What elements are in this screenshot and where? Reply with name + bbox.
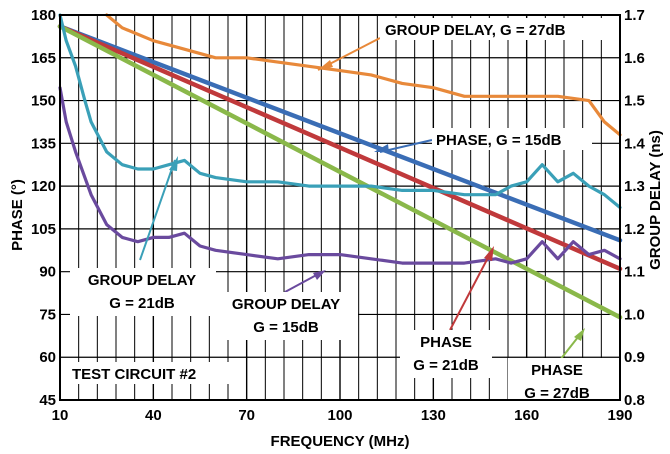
y-left-tick-label: 135 <box>31 135 56 152</box>
label-bg-phase15 <box>432 128 592 150</box>
arrow-gd15 <box>313 270 326 280</box>
tick-labels: 10 40 70 100 130 160 190 45 60 75 90 105 120 135 150 16… <box>31 7 646 424</box>
y-right-tick-label: 1.2 <box>624 221 645 238</box>
leader-phase21 <box>449 249 493 331</box>
y-left-tick-label: 105 <box>31 221 56 238</box>
series-phase-21db <box>57 24 623 272</box>
y-left-tick-label: 120 <box>31 178 56 195</box>
series-phase-15db <box>57 24 623 243</box>
arrow-phase27 <box>574 328 585 341</box>
y-right-tick-label: 1.7 <box>624 7 645 24</box>
annotation-labels: GROUP DELAY, G = 27dB PHASE, G = 15dB GR… <box>66 18 616 406</box>
label-bg-gd21 <box>70 268 216 316</box>
label-bg-phase21 <box>400 330 492 378</box>
y-right-tick-label: 1.6 <box>624 50 645 67</box>
y-axis-left-title: PHASE (°) <box>9 179 26 251</box>
arrow-phase21 <box>484 246 494 261</box>
label-gd15-line2: G = 15dB <box>253 319 319 336</box>
plot-frame <box>59 14 621 401</box>
label-gd27: GROUP DELAY, G = 27dB <box>385 22 566 39</box>
label-phase27-line1: PHASE <box>531 362 583 379</box>
label-test-circuit: TEST CIRCUIT #2 <box>72 366 196 383</box>
series-group-delay-21db <box>58 13 622 210</box>
y-right-tick-label: 1.0 <box>624 306 645 323</box>
y-left-tick-label: 45 <box>39 392 56 409</box>
label-bg-gd15 <box>212 292 358 340</box>
y-right-tick-label: 1.5 <box>624 93 645 110</box>
label-phase21-line2: G = 21dB <box>413 357 479 374</box>
x-tick-label: 70 <box>238 407 255 424</box>
x-axis-title: FREQUENCY (MHz) <box>271 433 410 450</box>
arrow-phase15 <box>374 144 389 152</box>
label-bg-phase27 <box>508 358 606 406</box>
y-axis-right-title: GROUP DELAY (ns) <box>647 130 664 270</box>
x-tick-label: 130 <box>421 407 446 424</box>
y-right-tick-label: 1.1 <box>624 264 645 281</box>
y-right-tick-label: 0.9 <box>624 349 645 366</box>
y-left-tick-label: 165 <box>31 50 56 67</box>
y-left-tick-label: 75 <box>39 306 56 323</box>
leader-gd21 <box>139 159 176 261</box>
label-gd21-line1: GROUP DELAY <box>88 272 196 289</box>
y-left-tick-label: 60 <box>39 349 56 366</box>
label-gd15-line1: GROUP DELAY <box>232 296 340 313</box>
x-tick-label: 10 <box>52 407 69 424</box>
series-phase-27db <box>57 24 623 320</box>
series-layer <box>57 13 623 320</box>
series-group-delay-27db <box>105 13 622 137</box>
annotation-leaders <box>139 37 585 361</box>
y-left-tick-label: 150 <box>31 93 56 110</box>
y-right-tick-label: 1.3 <box>624 178 645 195</box>
x-tick-label: 160 <box>514 407 539 424</box>
label-phase15: PHASE, G = 15dB <box>436 132 562 149</box>
label-gd21-line2: G = 21dB <box>109 295 175 312</box>
y-left-tick-label: 180 <box>31 7 56 24</box>
label-phase21-line1: PHASE <box>420 334 472 351</box>
arrow-gd21 <box>169 156 178 171</box>
label-phase27-line2: G = 27dB <box>524 385 590 402</box>
x-tick-label: 40 <box>145 407 162 424</box>
label-bg-gd27 <box>380 18 616 40</box>
y-right-tick-label: 1.4 <box>624 135 646 152</box>
y-left-tick-label: 90 <box>39 264 56 281</box>
x-tick-label: 190 <box>607 407 632 424</box>
series-group-delay-15db <box>58 86 622 265</box>
arrow-gd27 <box>318 60 333 70</box>
label-bg-test-circuit <box>66 362 230 384</box>
y-right-tick-label: 0.8 <box>624 392 645 409</box>
x-tick-label: 100 <box>327 407 352 424</box>
